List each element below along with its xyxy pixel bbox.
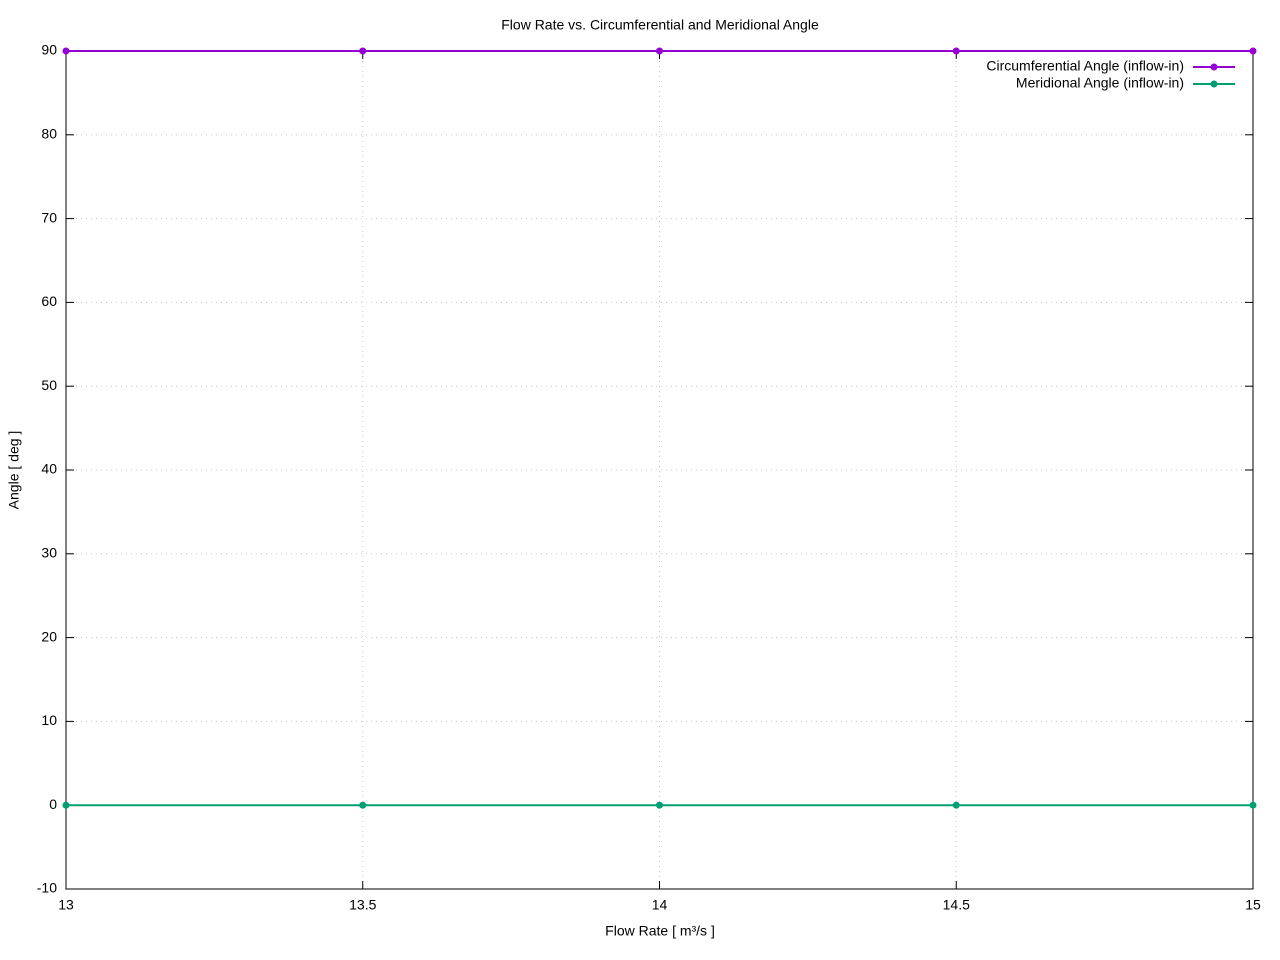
x-tick-label: 13.5 (349, 897, 376, 913)
legend-marker (1210, 80, 1218, 88)
x-tick-label: 15 (1245, 897, 1261, 913)
chart-title: Flow Rate vs. Circumferential and Meridi… (501, 17, 819, 33)
data-point (656, 801, 663, 809)
data-point (359, 47, 367, 55)
y-tick-label: -10 (37, 880, 57, 896)
data-point (1249, 47, 1257, 55)
y-tick-label: 40 (41, 461, 57, 477)
y-tick-label: 80 (41, 126, 57, 142)
y-tick-label: 20 (41, 628, 57, 644)
legend-label: Circumferential Angle (inflow-in) (986, 58, 1184, 74)
x-tick-label: 14.5 (943, 897, 970, 913)
legend-label: Meridional Angle (inflow-in) (1016, 75, 1184, 91)
data-point (952, 801, 960, 809)
data-point (359, 801, 367, 809)
data-point (62, 801, 70, 809)
legend-marker (1210, 63, 1218, 71)
y-tick-label: 10 (41, 712, 57, 728)
data-point (952, 47, 960, 55)
y-tick-label: 70 (41, 209, 57, 225)
y-tick-label: 0 (49, 796, 57, 812)
y-tick-label: 60 (41, 293, 57, 309)
y-tick-label: 90 (41, 42, 57, 58)
data-point (1249, 801, 1257, 809)
x-tick-label: 14 (652, 897, 668, 913)
y-axis-label: Angle [ deg ] (6, 431, 22, 510)
y-tick-label: 50 (41, 377, 57, 393)
x-tick-label: 13 (58, 897, 74, 913)
x-axis-label: Flow Rate [ m³/s ] (605, 923, 715, 939)
data-point (62, 47, 70, 55)
data-point (656, 47, 663, 55)
y-tick-label: 30 (41, 545, 57, 561)
